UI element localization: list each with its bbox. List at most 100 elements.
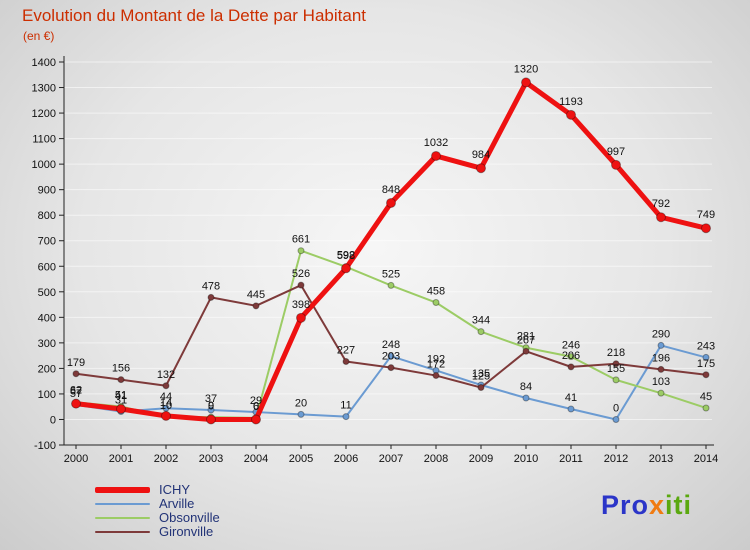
svg-text:1300: 1300 [32,83,56,95]
svg-text:62: 62 [70,385,82,397]
svg-text:2006: 2006 [334,453,358,465]
svg-text:900: 900 [38,185,56,197]
legend-line-obsonville [95,517,150,519]
svg-text:2005: 2005 [289,453,313,465]
svg-text:179: 179 [67,357,85,369]
svg-text:792: 792 [652,198,670,210]
svg-text:661: 661 [292,234,310,246]
logo-part-iti: iti [665,490,692,520]
legend-item-arville: Arville [95,497,220,511]
svg-text:2001: 2001 [109,453,133,465]
svg-text:2011: 2011 [559,453,583,465]
proxiti-logo: Proxiti [601,490,692,521]
svg-text:246: 246 [562,340,580,352]
svg-text:478: 478 [202,280,220,292]
svg-text:192: 192 [427,353,445,365]
svg-text:749: 749 [697,209,715,221]
svg-text:800: 800 [38,210,56,222]
page-title: Evolution du Montant de la Dette par Hab… [22,6,366,25]
svg-text:20: 20 [295,397,307,409]
legend-line-arville [95,503,150,505]
svg-text:848: 848 [382,184,400,196]
svg-text:2003: 2003 [199,453,223,465]
svg-text:997: 997 [607,146,625,158]
svg-text:41: 41 [565,392,577,404]
svg-text:984: 984 [472,149,490,161]
svg-text:0: 0 [613,402,619,414]
svg-text:1193: 1193 [559,96,583,108]
svg-text:31: 31 [115,395,127,407]
svg-text:200: 200 [38,363,56,375]
svg-text:2002: 2002 [154,453,178,465]
legend-label-gironville: Gironville [159,524,214,539]
logo-part-x: x [648,490,665,520]
svg-text:41: 41 [115,390,127,402]
svg-text:29: 29 [250,395,262,407]
svg-text:2007: 2007 [379,453,403,465]
legend-line-gironville [95,531,150,533]
svg-text:10: 10 [160,400,172,412]
svg-text:2010: 2010 [514,453,538,465]
svg-text:0: 0 [50,414,56,426]
svg-text:9: 9 [208,400,214,412]
legend-label-obsonville: Obsonville [159,510,220,525]
svg-text:267: 267 [517,334,535,346]
svg-text:45: 45 [700,391,712,403]
svg-text:206: 206 [562,350,580,362]
svg-text:445: 445 [247,289,265,301]
svg-text:248: 248 [382,339,400,351]
svg-text:67: 67 [70,385,82,397]
svg-text:0: 0 [253,400,259,412]
svg-text:1200: 1200 [32,108,56,120]
svg-text:175: 175 [697,358,715,370]
legend-line-ichy [95,487,150,493]
svg-text:156: 156 [112,363,130,375]
svg-text:125: 125 [472,371,490,383]
svg-text:218: 218 [607,347,625,359]
svg-text:100: 100 [38,389,56,401]
svg-text:172: 172 [427,359,445,371]
svg-text:1032: 1032 [424,137,448,149]
svg-text:398: 398 [292,299,310,311]
svg-text:84: 84 [520,381,532,393]
svg-text:2008: 2008 [424,453,448,465]
svg-text:203: 203 [382,351,400,363]
svg-text:2013: 2013 [649,453,673,465]
svg-text:700: 700 [38,236,56,248]
svg-text:281: 281 [517,331,535,343]
svg-text:243: 243 [697,340,715,352]
svg-text:57: 57 [70,388,82,400]
svg-text:44: 44 [160,391,172,403]
svg-text:6: 6 [253,401,259,413]
svg-text:51: 51 [115,389,127,401]
svg-text:525: 525 [382,268,400,280]
svg-text:196: 196 [652,352,670,364]
svg-text:-100: -100 [34,440,56,452]
svg-text:592: 592 [337,249,355,261]
chart-subtitle: (en €) [23,29,55,43]
svg-text:526: 526 [292,268,310,280]
svg-text:344: 344 [472,315,490,327]
svg-text:135: 135 [472,368,490,380]
svg-text:227: 227 [337,345,355,357]
legend-item-ichy: ICHY [95,483,220,497]
svg-text:2000: 2000 [64,453,88,465]
svg-text:132: 132 [157,369,175,381]
svg-text:0: 0 [208,400,214,412]
legend-label-arville: Arville [159,496,195,511]
svg-text:2014: 2014 [694,453,718,465]
svg-text:598: 598 [337,250,355,262]
svg-text:1320: 1320 [514,63,538,75]
svg-text:155: 155 [607,363,625,375]
svg-text:1400: 1400 [32,57,56,69]
svg-text:11: 11 [340,400,351,412]
svg-text:37: 37 [205,393,217,405]
svg-text:1000: 1000 [32,159,56,171]
legend-item-obsonville: Obsonville [95,511,220,525]
svg-text:290: 290 [652,328,670,340]
svg-text:600: 600 [38,261,56,273]
svg-text:103: 103 [652,376,670,388]
svg-text:1100: 1100 [32,134,56,146]
svg-text:500: 500 [38,287,56,299]
